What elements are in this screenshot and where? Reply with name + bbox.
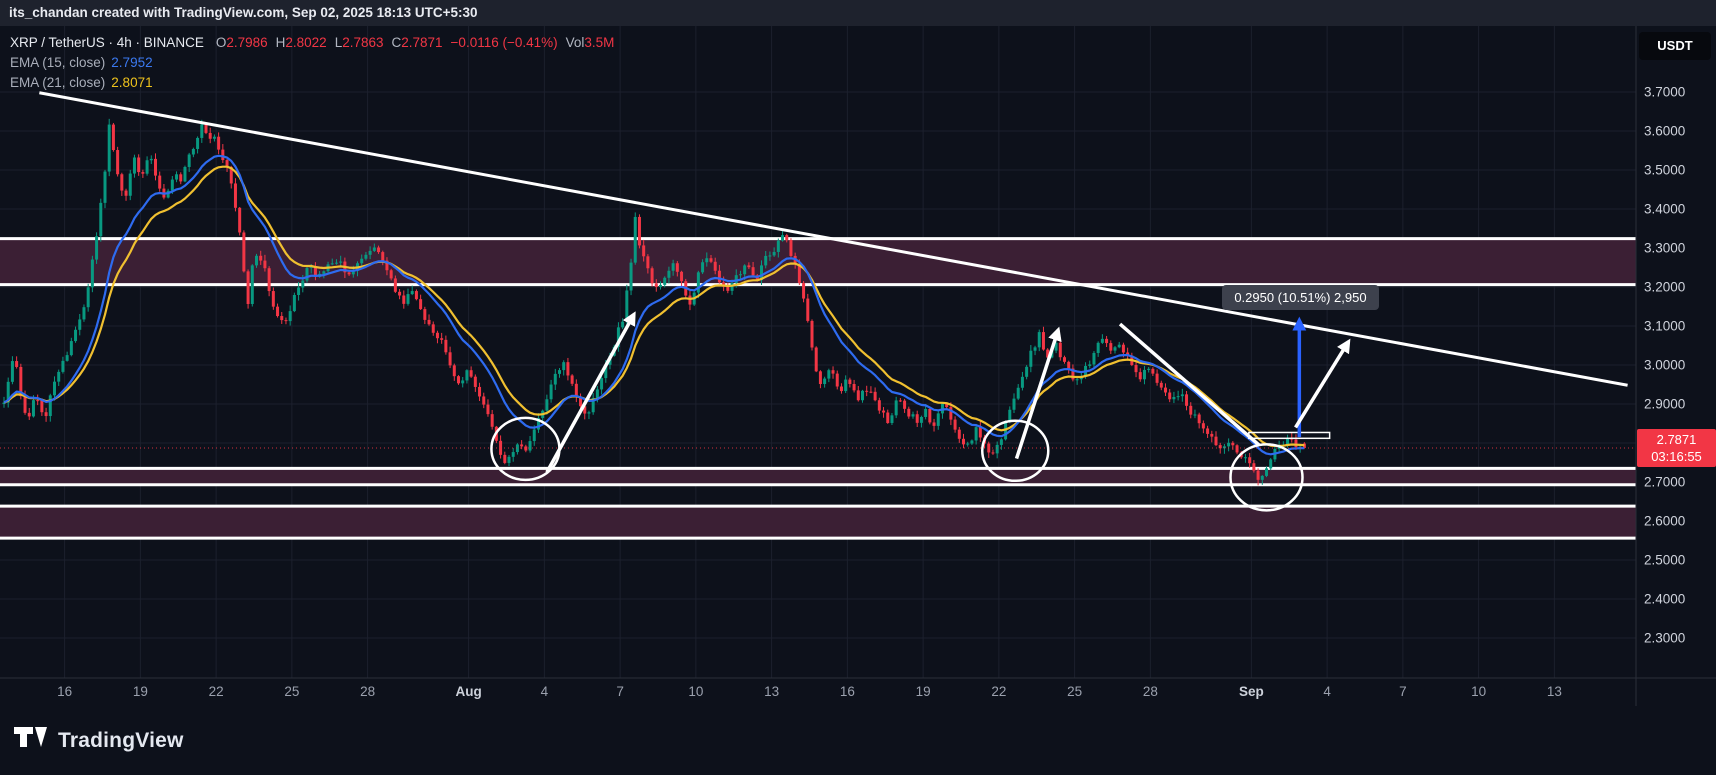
time-axis-label: Sep xyxy=(1238,684,1264,699)
time-axis-label: 16 xyxy=(57,684,73,699)
rally-arrow-2[interactable] xyxy=(1014,326,1062,460)
price-axis-label: 2.7000 xyxy=(1644,474,1686,490)
ohlc-low-label: L xyxy=(334,35,343,50)
time-axis-label: 13 xyxy=(764,684,780,699)
time-axis-label: 19 xyxy=(915,684,931,699)
volume-label: Vol xyxy=(565,35,585,50)
price-axis-label: 2.9000 xyxy=(1644,396,1686,412)
time-axis-label: 4 xyxy=(540,684,549,699)
price-axis-label: 2.6000 xyxy=(1644,513,1686,529)
time-axis-label: 10 xyxy=(1471,684,1487,699)
price-axis-label: 3.3000 xyxy=(1644,240,1686,256)
time-axis-label: 28 xyxy=(360,684,376,699)
last-price-badge: 2.7871 03:16:55 xyxy=(1637,429,1716,468)
time-axis-label: 4 xyxy=(1323,684,1331,699)
ohlc-open-value: 2.7986 xyxy=(226,35,268,50)
ohlc-low: L2.7863 xyxy=(327,35,384,50)
descending-trendline[interactable] xyxy=(39,91,1628,387)
grid-layer xyxy=(0,26,1636,678)
time-axis-label: 25 xyxy=(1067,684,1083,699)
volume-value: 3.5M xyxy=(584,35,615,50)
breakout-level-box[interactable] xyxy=(1248,431,1331,440)
projection-arrow-white[interactable] xyxy=(1294,338,1351,429)
price-axis-label: 3.7000 xyxy=(1644,84,1686,100)
price-axis-label: 3.0000 xyxy=(1644,357,1686,373)
last-price-value: 2.7871 xyxy=(1656,432,1697,448)
tradingview-logo-icon xyxy=(14,727,47,747)
ohlc-close: C2.7871 xyxy=(384,35,443,50)
ema15-label: EMA (15, close) xyxy=(10,55,106,70)
ema15-legend-row[interactable]: EMA (15, close) 2.7952 xyxy=(10,53,614,73)
candles-layer xyxy=(2,118,1306,486)
ohlc-open: O2.7986 xyxy=(208,35,268,50)
chart-legend: XRP / TetherUS · 4h · BINANCE O2.7986 H2.8… xyxy=(10,33,614,93)
change-value: −0.0116 (−0.41%) xyxy=(450,35,558,50)
highlight-circle-2[interactable] xyxy=(981,419,1050,483)
highlight-circle-3[interactable] xyxy=(1229,443,1304,512)
ohlc-open-label: O xyxy=(215,35,227,50)
ohlc-low-value: 2.7863 xyxy=(342,35,384,50)
time-axis-label: 28 xyxy=(1142,684,1158,699)
tradingview-brand-link[interactable]: TradingView xyxy=(14,727,184,754)
attribution-bar: its_chandan created with TradingView.com… xyxy=(0,0,1716,26)
ema21-label: EMA (21, close) xyxy=(10,75,106,90)
price-axis-label: 2.5000 xyxy=(1644,552,1686,568)
ema21-value: 2.8071 xyxy=(111,75,153,90)
price-axis-label: 2.4000 xyxy=(1644,591,1686,607)
time-axis-label: Aug xyxy=(455,684,482,699)
time-axis-label: 10 xyxy=(688,684,704,699)
symbol-title[interactable]: XRP / TetherUS · 4h · BINANCE xyxy=(10,35,204,50)
price-axis-label: 3.1000 xyxy=(1644,318,1686,334)
currency-toggle-button[interactable]: USDT xyxy=(1639,32,1711,60)
brand-text: TradingView xyxy=(58,728,184,752)
attribution-text: its_chandan created with TradingView.com… xyxy=(9,5,478,20)
decline-line[interactable] xyxy=(1118,322,1261,447)
ohlc-close-value: 2.7871 xyxy=(401,35,443,50)
supply-demand-zone[interactable] xyxy=(0,238,1636,285)
time-axis-label: 16 xyxy=(839,684,855,699)
price-axis-label: 3.6000 xyxy=(1644,123,1686,139)
plot-area[interactable] xyxy=(0,26,1636,678)
ema15-value: 2.7952 xyxy=(111,55,153,70)
ohlc-high: H2.8022 xyxy=(268,35,327,50)
time-axis-label: 25 xyxy=(284,684,300,699)
ohlc-close-label: C xyxy=(391,35,402,50)
time-axis-label: 22 xyxy=(991,684,1007,699)
time-axis-label: 19 xyxy=(132,684,148,699)
measure-tool-label[interactable]: 0.2950 (10.51%) 2,950 xyxy=(1222,284,1379,310)
ohlc-high-label: H xyxy=(275,35,286,50)
time-axis-label: 7 xyxy=(616,684,624,699)
price-axis-label: 3.4000 xyxy=(1644,201,1686,217)
time-axis-label: 22 xyxy=(208,684,224,699)
supply-demand-zone[interactable] xyxy=(0,468,1636,485)
ema21-line[interactable] xyxy=(3,165,1305,447)
time-axis-label: 7 xyxy=(1399,684,1407,699)
time-axis-label: 13 xyxy=(1546,684,1562,699)
ema21-legend-row[interactable]: EMA (21, close) 2.8071 xyxy=(10,73,614,93)
candle-countdown: 03:16:55 xyxy=(1651,449,1702,465)
symbol-legend-row: XRP / TetherUS · 4h · BINANCE O2.7986 H2.8… xyxy=(10,33,614,53)
price-axis-label: 3.5000 xyxy=(1644,162,1686,178)
price-axis-label: 2.3000 xyxy=(1644,630,1686,646)
ohlc-high-value: 2.8022 xyxy=(285,35,327,50)
ema15-line[interactable] xyxy=(3,154,1305,456)
price-axis-label: 3.2000 xyxy=(1644,279,1686,295)
rally-arrow-1[interactable] xyxy=(545,311,636,474)
supply-demand-zone[interactable] xyxy=(0,506,1636,539)
